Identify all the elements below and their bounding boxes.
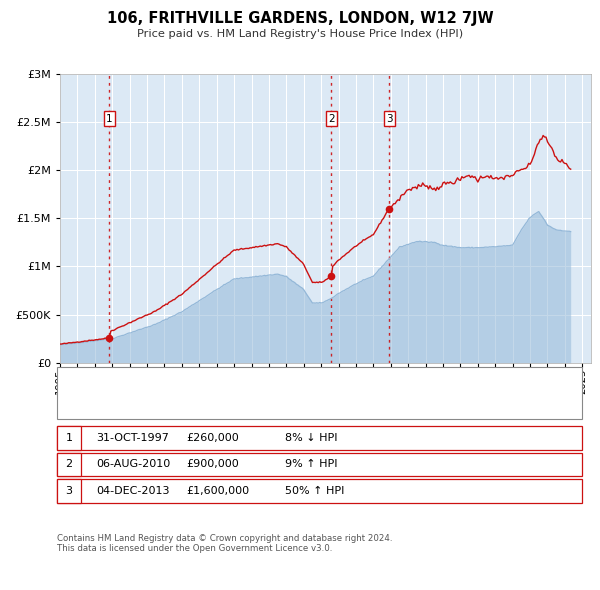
Text: 9% ↑ HPI: 9% ↑ HPI <box>285 460 337 469</box>
Text: £900,000: £900,000 <box>186 460 239 469</box>
Text: 106, FRITHVILLE GARDENS, LONDON, W12 7JW: 106, FRITHVILLE GARDENS, LONDON, W12 7JW <box>107 11 493 27</box>
Text: 106, FRITHVILLE GARDENS, LONDON, W12 7JW (detached house): 106, FRITHVILLE GARDENS, LONDON, W12 7JW… <box>92 376 412 386</box>
Text: 8% ↓ HPI: 8% ↓ HPI <box>285 433 337 442</box>
Text: 50% ↑ HPI: 50% ↑ HPI <box>285 486 344 496</box>
Text: 04-DEC-2013: 04-DEC-2013 <box>96 486 170 496</box>
Text: ——: —— <box>60 397 88 411</box>
Text: £1,600,000: £1,600,000 <box>186 486 249 496</box>
Text: 1: 1 <box>106 113 113 123</box>
Text: 2: 2 <box>65 460 73 469</box>
Text: 3: 3 <box>386 113 392 123</box>
Text: 1: 1 <box>65 433 73 442</box>
Text: Price paid vs. HM Land Registry's House Price Index (HPI): Price paid vs. HM Land Registry's House … <box>137 30 463 39</box>
Text: 06-AUG-2010: 06-AUG-2010 <box>96 460 170 469</box>
Text: £260,000: £260,000 <box>186 433 239 442</box>
Text: ——: —— <box>60 375 88 389</box>
Text: 3: 3 <box>65 486 73 496</box>
Text: HPI: Average price, detached house, Hammersmith and Fulham: HPI: Average price, detached house, Hamm… <box>92 399 403 409</box>
Text: 31-OCT-1997: 31-OCT-1997 <box>96 433 169 442</box>
Text: Contains HM Land Registry data © Crown copyright and database right 2024.
This d: Contains HM Land Registry data © Crown c… <box>57 534 392 553</box>
Text: 2: 2 <box>328 113 335 123</box>
